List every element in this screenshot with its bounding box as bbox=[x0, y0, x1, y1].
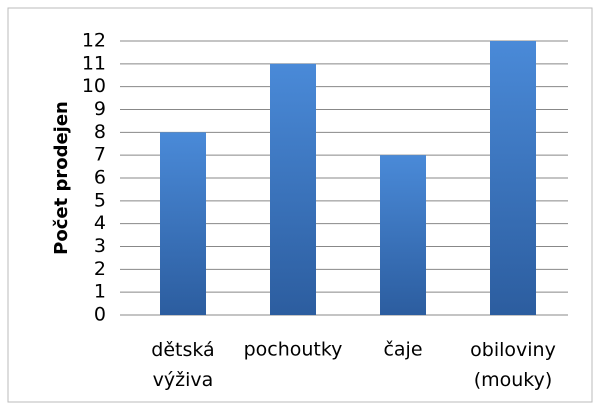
x-tick-label: pochoutky bbox=[244, 339, 343, 361]
bar bbox=[380, 155, 426, 315]
y-tick-label: 0 bbox=[94, 304, 106, 326]
x-tick-label: obiloviny (mouky) bbox=[470, 339, 556, 391]
y-axis-label: Počet prodejen bbox=[51, 101, 72, 255]
y-tick-label: 9 bbox=[94, 98, 106, 120]
y-tick-label: 2 bbox=[94, 258, 106, 280]
y-tick-label: 4 bbox=[94, 212, 106, 234]
x-tick-label: čaje bbox=[383, 339, 422, 361]
bar bbox=[270, 63, 316, 316]
y-tick-label: 12 bbox=[82, 30, 106, 52]
y-tick-label: 8 bbox=[94, 121, 106, 143]
y-tick-label: 3 bbox=[94, 235, 106, 257]
y-tick-label: 7 bbox=[94, 144, 106, 166]
bar bbox=[160, 132, 206, 315]
y-tick-label: 5 bbox=[94, 189, 106, 211]
y-tick-label: 1 bbox=[94, 281, 106, 303]
bar bbox=[490, 41, 536, 315]
y-tick-label: 11 bbox=[82, 52, 106, 74]
y-tick-label: 10 bbox=[82, 75, 106, 97]
x-tick-label: dětská výživa bbox=[151, 339, 214, 391]
y-tick-label: 6 bbox=[94, 167, 106, 189]
